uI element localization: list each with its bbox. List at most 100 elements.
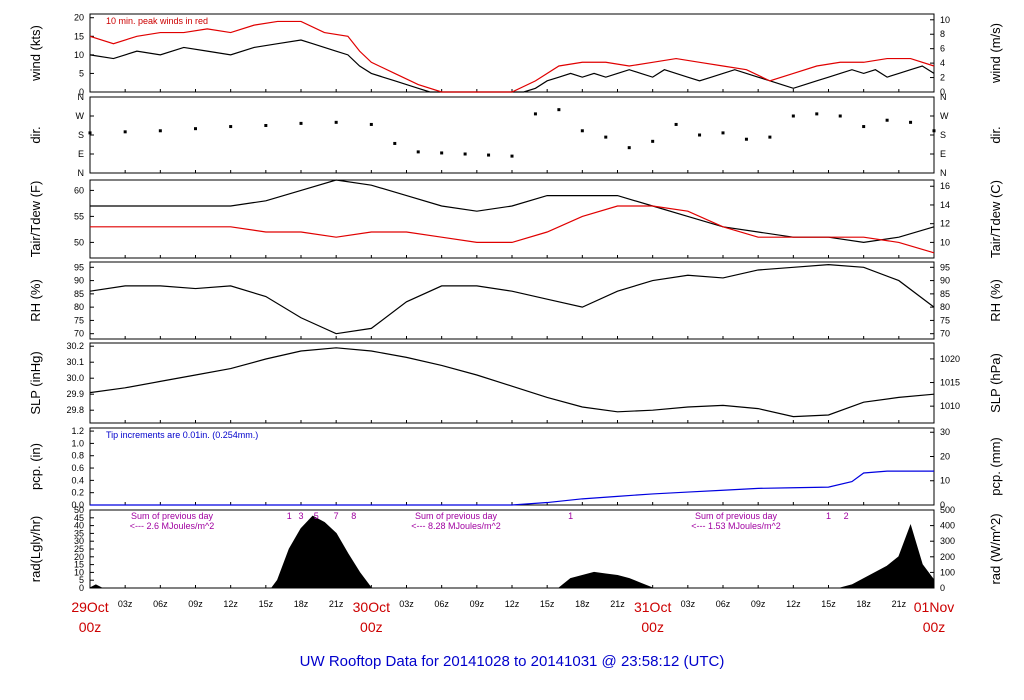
x-tick-label: 12z	[223, 599, 238, 609]
wind-ytick-right-label: 2	[940, 73, 945, 83]
pcp-ytick-label: 0.0	[71, 500, 84, 510]
dir-point	[580, 129, 584, 133]
dir-point	[885, 118, 889, 122]
temp-ytick-right-label: 10	[940, 237, 950, 247]
slp-ytick-label: 29.9	[66, 389, 84, 399]
x-tick-label: 21z	[329, 599, 344, 609]
dir-point	[744, 137, 748, 141]
rad-frame	[89, 509, 935, 589]
pcp-ytick-label: 1.0	[71, 438, 84, 448]
temp-ytick-label: 55	[74, 211, 84, 221]
slp-ylabel-right: SLP (hPa)	[988, 353, 1003, 413]
temp-ytick-label: 60	[74, 185, 84, 195]
rad-hour-mark: 7	[334, 511, 339, 521]
x-tick-label: 09z	[751, 599, 766, 609]
rad-ytick-right-label: 200	[940, 552, 955, 562]
rad-daily-sum-value: <--- 2.6 MJoules/m^2	[130, 521, 215, 531]
dir-point	[533, 112, 537, 116]
x-tick-label: 15z	[821, 599, 836, 609]
pcp-ytick-right-label: 10	[940, 476, 950, 486]
dir-point	[88, 131, 92, 135]
rh-ytick-right-label: 75	[940, 315, 950, 325]
rad-daily-sum-value: <--- 8.28 MJoules/m^2	[411, 521, 501, 531]
rad-ylabel: rad(Lgly/hr)	[28, 516, 43, 582]
x-day-label: 29Oct	[71, 599, 108, 615]
wind-ytick-label: 15	[74, 31, 84, 41]
rad-ytick-label: 0	[79, 583, 84, 593]
rad-hour-mark: 2	[844, 511, 849, 521]
x-day-label: 31Oct	[634, 599, 671, 615]
temp-line-Tair	[90, 179, 935, 244]
dir-point	[768, 135, 772, 139]
dir-ylabel: dir.	[28, 126, 43, 143]
x-tick-label: 18z	[575, 599, 590, 609]
rad-ytick-label: 35	[74, 528, 84, 538]
x-tick-label: 15z	[259, 599, 274, 609]
wind-ytick-label: 20	[74, 13, 84, 23]
pcp-ytick-label: 0.4	[71, 475, 84, 485]
dir-point	[698, 133, 702, 137]
dir-point	[909, 120, 913, 124]
wind-ytick-right-label: 10	[940, 15, 950, 25]
rad-daily-sum-label: Sum of previous day	[695, 511, 778, 521]
wind-ylabel-right: wind (m/s)	[988, 23, 1003, 84]
rad-hour-mark: 1	[826, 511, 831, 521]
rad-hour-mark: 3	[298, 511, 303, 521]
slp-ytick-right-label: 1015	[940, 378, 960, 388]
x-tick-label: 03z	[681, 599, 696, 609]
x-tick-label: 09z	[188, 599, 203, 609]
rad-ytick-label: 50	[74, 505, 84, 515]
dir-ytick-label: N	[78, 92, 85, 102]
pcp-ytick-right-label: 0	[940, 500, 945, 510]
rad-hour-mark: 1	[287, 511, 292, 521]
dir-frame	[89, 96, 935, 174]
dir-point	[463, 152, 467, 156]
dir-point	[487, 153, 491, 157]
slp-ytick-right-label: 1020	[940, 354, 960, 364]
x-axis: 03z 06z 09z 12z 15z 18z 21z 03z 06z 09z 12z 15z 18z 2…	[71, 599, 954, 635]
pcp-ytick-label: 0.2	[71, 488, 84, 498]
wind-line-peak	[89, 20, 935, 93]
rad-hour-mark: 1	[568, 511, 573, 521]
panel-rad: 051015202530354045500100200300400500rad(…	[28, 505, 1003, 593]
x-day-label: 01Nov	[914, 599, 954, 615]
rad-ytick-right-label: 100	[940, 567, 955, 577]
panel-pcp: 0.0 0.2 0.4 0.6 0.8 1.0 1.2 0 10 20 30 pcp. (in) pcp…	[28, 426, 1003, 510]
dir-point	[334, 120, 338, 124]
x-day-time: 00z	[923, 619, 946, 635]
rh-frame	[89, 261, 935, 340]
rh-ylabel-right: RH (%)	[988, 279, 1003, 322]
rad-ytick-label: 10	[74, 567, 84, 577]
rad-hour-mark: 5	[314, 511, 319, 521]
rad-ytick-label: 30	[74, 536, 84, 546]
rh-ytick-label: 70	[74, 329, 84, 339]
x-tick-label: 21z	[892, 599, 907, 609]
dir-point	[721, 131, 725, 135]
rh-ytick-label: 85	[74, 289, 84, 299]
dir-ytick-label: N	[78, 168, 85, 178]
dir-ytick-label: S	[78, 130, 84, 140]
chart-title: UW Rooftop Data for 20141028 to 20141031…	[300, 653, 725, 670]
dir-point	[862, 125, 866, 129]
slp-line-SLP	[89, 347, 935, 418]
temp-ytick-label: 50	[74, 237, 84, 247]
slp-ytick-label: 30.0	[66, 373, 84, 383]
wind-ytick-label: 10	[74, 50, 84, 60]
slp-ytick-right-label: 1010	[940, 401, 960, 411]
rad-ytick-right-label: 500	[940, 505, 955, 515]
pcp-ylabel: pcp. (in)	[28, 443, 43, 490]
dir-ylabel-right: dir.	[988, 126, 1003, 143]
rh-ylabel: RH (%)	[28, 279, 43, 322]
rad-daily-sum-label: Sum of previous day	[131, 511, 214, 521]
pcp-ytick-label: 0.8	[71, 451, 84, 461]
rad-ytick-label: 45	[74, 513, 84, 523]
rh-ytick-right-label: 70	[940, 329, 950, 339]
rad-area	[89, 515, 935, 589]
x-day-label: 30Oct	[353, 599, 390, 615]
x-tick-label: 06z	[153, 599, 168, 609]
dir-point	[815, 112, 819, 116]
rh-ytick-label: 80	[74, 302, 84, 312]
